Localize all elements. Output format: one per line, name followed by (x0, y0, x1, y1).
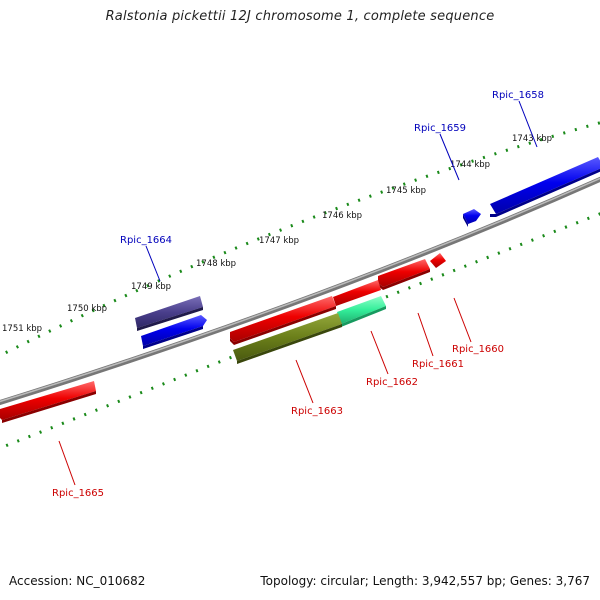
label-rpic-1661[interactable]: Rpic_1661 (412, 359, 464, 370)
scale-label-1743: 1743 kbp (512, 134, 552, 144)
label-rpic-1658[interactable]: Rpic_1658 (492, 90, 544, 101)
gene-rpic-1662[interactable] (337, 296, 386, 327)
callout-line-rpic-1660 (453, 297, 472, 343)
gene-rpic-1664-purple[interactable] (135, 296, 203, 331)
gene-rpic-1665[interactable] (0, 381, 96, 423)
scale-label-1748: 1748 kbp (196, 259, 236, 269)
callout-line-rpic-1662 (370, 330, 389, 375)
gene-rpic-1663[interactable] (233, 313, 342, 364)
label-rpic-1663[interactable]: Rpic_1663 (291, 406, 343, 417)
scale-label-1744: 1744 kbp (450, 160, 490, 170)
label-rpic-1659[interactable]: Rpic_1659 (414, 123, 466, 134)
map-title: Ralstonia pickettii 12J chromosome 1, co… (105, 9, 495, 24)
gene-rpic-1658[interactable] (490, 157, 600, 217)
chromosome-backbone (0, 176, 600, 406)
gene-rpic-1662-red[interactable] (333, 280, 381, 306)
backbone-highlight (0, 177, 600, 403)
gene-rpic-1663-red[interactable] (230, 296, 336, 345)
callout-line-rpic-1663 (295, 359, 314, 404)
scale-label-1746: 1746 kbp (322, 211, 362, 221)
accession-text: Accession: NC_010682 (9, 574, 146, 588)
callout-line-rpic-1665 (58, 440, 76, 486)
scale-label-1745: 1745 kbp (386, 186, 426, 196)
gene-rpic-1659[interactable] (463, 209, 481, 227)
upper-scale-track (0, 121, 600, 358)
scale-label-1751: 1751 kbp (2, 324, 42, 334)
gene-rpic-1664[interactable] (141, 315, 207, 349)
callout-line-rpic-1658 (518, 100, 538, 148)
scale-label-1749: 1749 kbp (131, 282, 171, 292)
callout-line-rpic-1661 (417, 312, 434, 357)
topology-text: Topology: circular; Length: 3,942,557 bp… (260, 574, 590, 588)
callout-line-rpic-1659 (439, 133, 460, 181)
label-rpic-1664[interactable]: Rpic_1664 (120, 235, 172, 246)
label-rpic-1660[interactable]: Rpic_1660 (452, 344, 504, 355)
label-rpic-1665[interactable]: Rpic_1665 (52, 488, 104, 499)
scale-label-1747: 1747 kbp (259, 236, 299, 246)
scale-label-1750: 1750 kbp (67, 304, 107, 314)
gene-rpic-1661[interactable] (378, 259, 430, 290)
callout-line-rpic-1664 (145, 245, 161, 282)
label-rpic-1662[interactable]: Rpic_1662 (366, 377, 418, 388)
gene-rpic-1660[interactable] (430, 253, 446, 268)
